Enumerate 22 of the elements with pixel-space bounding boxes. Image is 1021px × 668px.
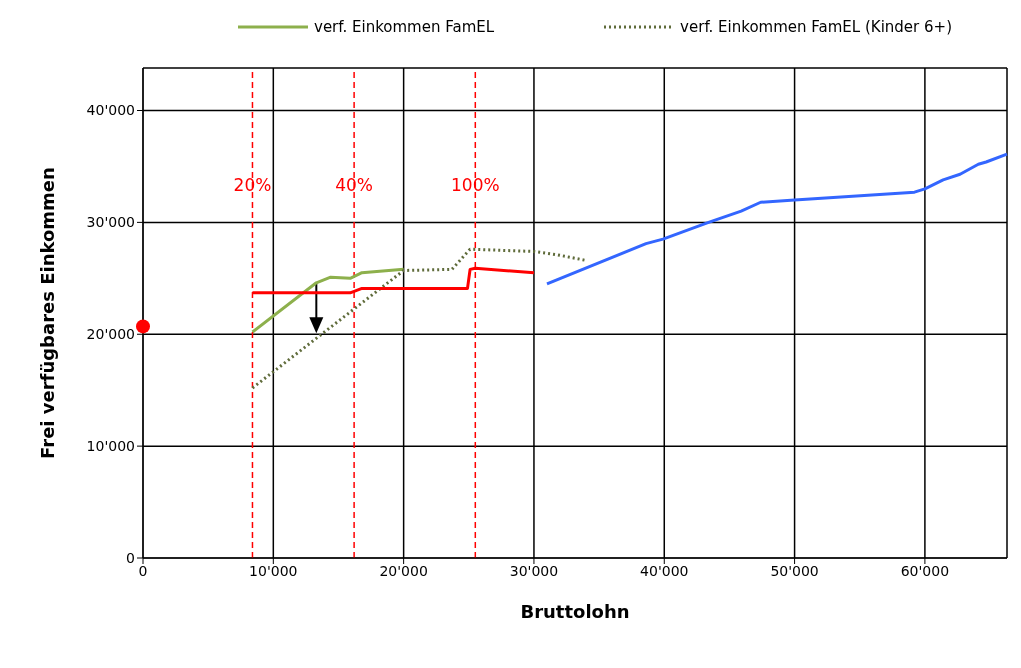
y-tick-label: 10'000: [86, 438, 135, 455]
line-series: [250, 247, 588, 390]
annotation: 20%: [233, 174, 272, 195]
y-axis-title: Frei verfügbares Einkommen: [37, 167, 59, 459]
annotation: 40%: [335, 174, 374, 195]
x-tick-label: 50'000: [770, 562, 819, 579]
x-tick-label: 10'000: [249, 562, 298, 579]
y-tick-label: 20'000: [86, 326, 135, 343]
legend-label: verf. Einkommen FamEL: [314, 18, 495, 36]
legend-label: verf. Einkommen FamEL (Kinder 6+): [680, 18, 952, 36]
x-tick-label: 60'000: [900, 562, 950, 579]
x-tick-label: 40'000: [640, 562, 689, 579]
x-axis-title: Bruttolohn: [520, 601, 630, 622]
x-tick-label: 30'000: [509, 562, 559, 579]
annotation: 100%: [451, 174, 500, 195]
y-tick-label: 40'000: [86, 102, 135, 119]
line-series: [250, 267, 406, 334]
y-tick-label: 0: [126, 549, 135, 566]
line-series: [545, 152, 1009, 286]
x-tick-label: 0: [138, 562, 148, 579]
x-tick-label: 20'000: [379, 562, 428, 579]
y-tick-label: 30'000: [86, 214, 135, 231]
